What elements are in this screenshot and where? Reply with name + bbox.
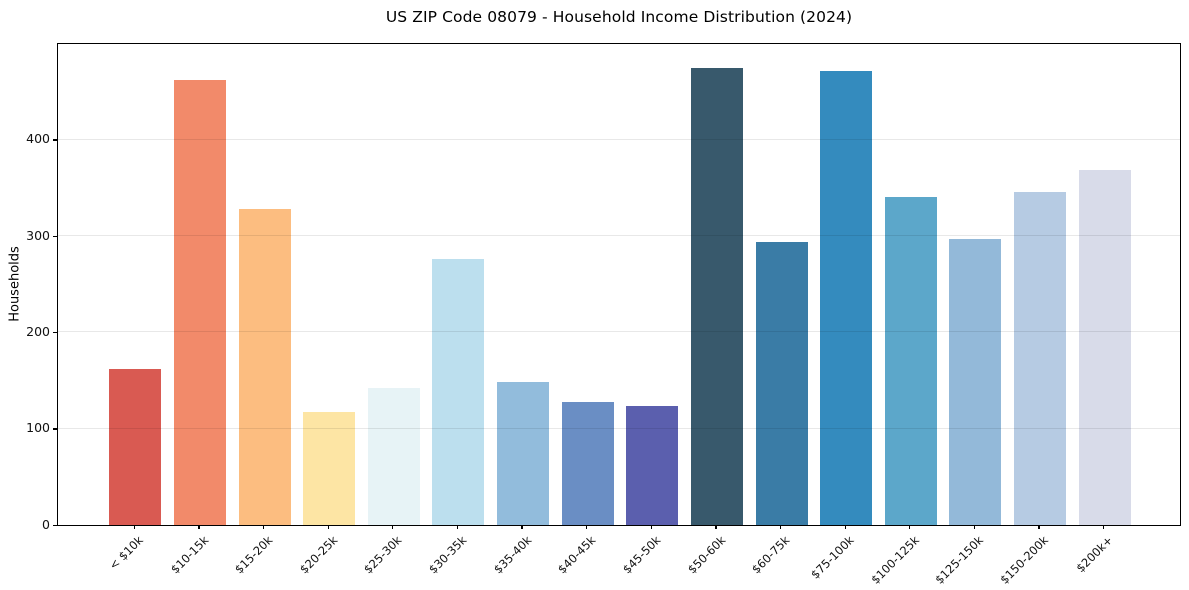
x-tick-mark-$75-100k <box>844 524 846 530</box>
bar-$10-15k <box>173 79 226 525</box>
y-tick-label-100: 100 <box>26 420 50 436</box>
x-tick-mark-$25-30k <box>392 524 394 530</box>
bar-$60-75k <box>755 241 808 525</box>
bar-$15-20k <box>238 208 291 525</box>
y-tick-label-0: 0 <box>42 516 50 532</box>
bar-$200k+ <box>1078 170 1131 525</box>
x-tick-mark-$60-75k <box>779 524 782 530</box>
gridline-y-300 <box>58 234 1180 236</box>
x-tick-mark-$150-200k <box>1038 524 1040 530</box>
x-tick-mark-$35-40k <box>521 524 523 530</box>
bar-$40-45k <box>561 401 614 525</box>
bar-$45-50k <box>626 405 679 525</box>
bar-$30-35k <box>432 259 485 525</box>
chart-title: US ZIP Code 08079 - Household Income Dis… <box>385 8 853 26</box>
x-tick-mark-$125-150k <box>973 524 976 530</box>
x-tick-mark-$40-45k <box>586 524 588 530</box>
x-tick-label-$100-125k: $100-125k <box>867 533 922 587</box>
bar-$50-60k <box>690 68 743 525</box>
x-tick-mark-$200k+ <box>1103 524 1105 530</box>
y-tick-label-300: 300 <box>26 227 50 243</box>
gridline-y-400 <box>58 138 1180 140</box>
x-tick-label-$25-30k: $25-30k <box>361 533 405 577</box>
y-tick-mark-300 <box>52 235 57 237</box>
x-tick-mark-< $10k <box>133 524 135 530</box>
x-tick-mark-$10-15k <box>198 524 200 530</box>
x-tick-label-$75-100k: $75-100k <box>808 533 858 582</box>
bar-$125-150k <box>949 238 1002 525</box>
bar-$75-100k <box>820 71 873 525</box>
bar-$35-40k <box>497 382 550 525</box>
x-tick-mark-$100-125k <box>909 524 911 530</box>
bar-< $10k <box>109 368 162 525</box>
plot-area <box>57 43 1181 526</box>
x-tick-label-$10-15k: $10-15k <box>167 533 211 577</box>
x-tick-label-$40-45k: $40-45k <box>555 533 599 577</box>
y-axis-label: Households <box>7 246 23 322</box>
y-tick-label-400: 400 <box>26 131 50 147</box>
x-tick-label-$35-40k: $35-40k <box>490 533 534 577</box>
y-tick-mark-400 <box>52 139 57 141</box>
bar-$25-30k <box>367 388 420 525</box>
gridline-y-200 <box>58 331 1180 333</box>
x-tick-label-$50-60k: $50-60k <box>684 533 728 577</box>
x-tick-label-$150-200k: $150-200k <box>997 533 1051 587</box>
bar-$150-200k <box>1014 191 1067 525</box>
bar-$20-25k <box>303 412 356 525</box>
x-tick-label-$45-50k: $45-50k <box>619 533 664 577</box>
x-tick-label-$60-75k: $60-75k <box>749 533 793 577</box>
gridline-y-100 <box>58 427 1180 429</box>
y-tick-label-200: 200 <box>26 324 50 340</box>
x-tick-label-$125-150k: $125-150k <box>932 533 987 587</box>
x-tick-mark-$45-50k <box>650 524 652 530</box>
x-tick-label-$200k+: $200k+ <box>1073 533 1116 576</box>
x-tick-label-< $10k: < $10k <box>106 533 147 573</box>
x-tick-mark-$20-25k <box>327 524 329 530</box>
x-tick-mark-$15-20k <box>262 524 265 530</box>
x-tick-mark-$30-35k <box>456 524 459 530</box>
bar-$100-125k <box>884 197 937 525</box>
x-tick-label-$15-20k: $15-20k <box>232 533 276 577</box>
y-tick-mark-200 <box>52 332 57 334</box>
x-tick-label-$30-35k: $30-35k <box>425 533 470 577</box>
x-tick-label-$20-25k: $20-25k <box>296 533 341 577</box>
y-tick-mark-100 <box>52 428 57 430</box>
y-tick-mark-0 <box>52 524 57 526</box>
x-tick-mark-$50-60k <box>715 524 717 530</box>
